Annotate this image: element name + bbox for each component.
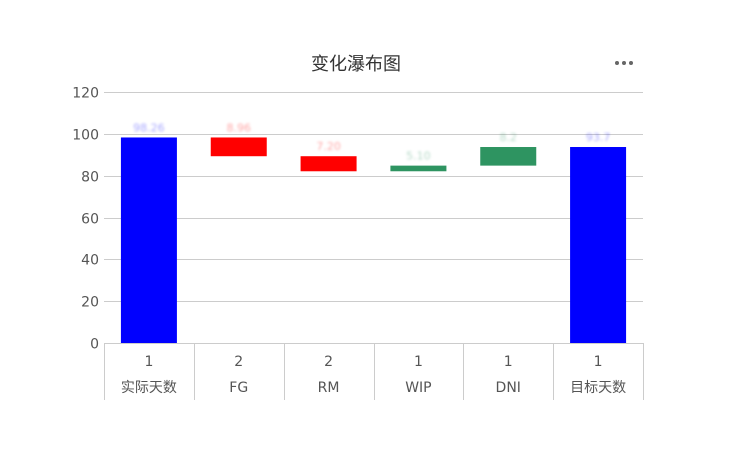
x-tick-count: 1 [414, 354, 423, 370]
y-tick-label: 0 [90, 337, 99, 353]
more-horizontal-icon [615, 61, 619, 65]
x-tick-label: WIP [405, 380, 431, 396]
x-tick-label: 实际天数 [121, 380, 177, 396]
waterfall-bar [480, 147, 537, 166]
y-tick-label: 40 [81, 253, 99, 269]
waterfall-bar [210, 137, 267, 157]
data-label: 98.26 [133, 121, 165, 134]
waterfall-bar [120, 137, 177, 343]
data-label: 93.7 [586, 131, 611, 144]
x-tick-label: 目标天数 [570, 380, 626, 396]
waterfall-bar [390, 165, 447, 172]
x-tick-count: 2 [234, 354, 243, 370]
waterfall-bar [570, 147, 627, 343]
x-tick-label: DNI [496, 380, 521, 396]
y-tick-label: 60 [81, 212, 99, 228]
y-tick-label: 80 [81, 170, 99, 186]
x-tick-count: 2 [324, 354, 333, 370]
data-label: 5.10 [406, 150, 431, 163]
waterfall-bar [300, 156, 357, 172]
chart-title: 变化瀑布图 [311, 54, 401, 75]
x-tick-count: 1 [504, 354, 513, 370]
more-dot [622, 61, 626, 65]
more-options-button[interactable] [610, 52, 638, 74]
y-tick-label: 120 [72, 86, 99, 102]
x-tick-label: RM [318, 380, 340, 396]
x-tick-count: 1 [594, 354, 603, 370]
data-label: 8.2 [500, 131, 518, 144]
data-label: 8.96 [227, 121, 252, 134]
x-tick-count: 1 [144, 354, 153, 370]
y-tick-label: 20 [81, 295, 99, 311]
more-dot [629, 61, 633, 65]
data-label: 7.20 [316, 140, 341, 153]
y-tick-label: 100 [72, 128, 99, 144]
x-tick-label: FG [229, 380, 248, 396]
